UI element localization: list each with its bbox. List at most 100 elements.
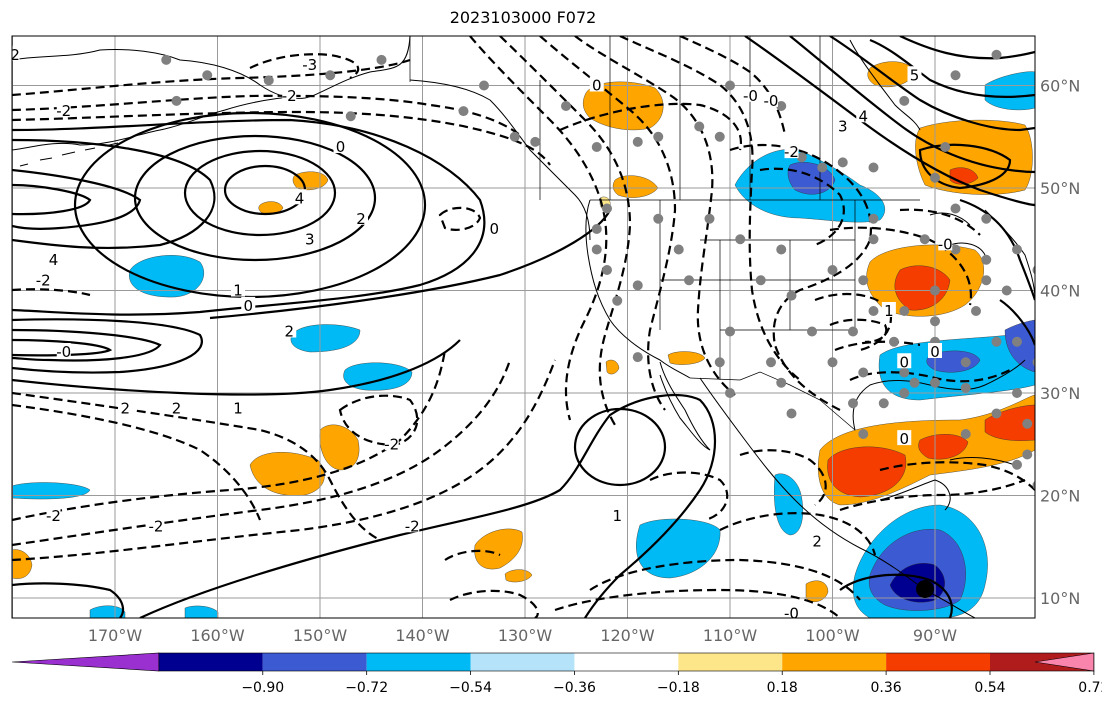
station-dot xyxy=(1012,336,1022,347)
station-dot xyxy=(684,275,694,286)
colorbar-segment xyxy=(262,653,367,671)
anomaly-blob xyxy=(292,171,329,191)
contour-label: 1 xyxy=(884,302,894,320)
contour-label-bg xyxy=(610,507,625,522)
contour-label: 2 xyxy=(812,533,822,551)
station-dot xyxy=(827,265,838,275)
station-dot xyxy=(509,131,520,142)
station-dot xyxy=(848,398,858,409)
contour-label: 3 xyxy=(0,179,7,197)
contour-dashed xyxy=(539,36,677,411)
station-dot xyxy=(202,70,213,81)
plot-frame xyxy=(11,35,1036,619)
coastline-baja xyxy=(659,361,711,451)
contour-label-bg xyxy=(897,430,912,446)
contour-label-bg xyxy=(810,532,825,548)
contour-label: -2 xyxy=(5,46,20,64)
anomaly-blob xyxy=(984,71,1035,111)
station-dot xyxy=(766,357,776,368)
station-dot xyxy=(950,203,961,214)
contour-solid xyxy=(12,118,486,316)
anomaly-blob xyxy=(827,446,907,498)
longitude-label: 120°W xyxy=(600,626,655,645)
coastline-alaska xyxy=(12,36,411,99)
station-dot xyxy=(1043,234,1053,244)
contour-label-bg xyxy=(784,604,799,618)
longitude-label: 140°W xyxy=(395,626,450,645)
station-dot xyxy=(591,142,602,152)
station-dot xyxy=(960,429,971,439)
contour-label-bg xyxy=(487,220,502,235)
station-dot xyxy=(1012,459,1022,470)
contour-label-bg xyxy=(12,45,20,61)
contour-solid xyxy=(12,338,113,357)
latitude-label: 60°N xyxy=(1040,77,1080,96)
contour-label: -2 xyxy=(405,517,420,535)
contour-dashed xyxy=(879,461,1035,491)
map-title: 2023103000 F072 xyxy=(449,8,597,27)
station-dot xyxy=(1063,306,1073,316)
contour-dashed xyxy=(249,53,360,79)
coastline-alaska-south xyxy=(12,95,301,151)
station-dot xyxy=(161,54,172,65)
station-dot xyxy=(1063,265,1073,275)
latitude-label: 10°N xyxy=(1040,589,1080,608)
colorbar-segment xyxy=(366,653,471,671)
contour-label-bg xyxy=(743,86,758,102)
contour-label: 4 xyxy=(49,251,59,269)
station-dot xyxy=(1063,337,1073,347)
colorbar-tick-label: 0.36 xyxy=(871,680,902,696)
station-dot xyxy=(171,95,182,106)
contour-label-bg xyxy=(46,250,61,266)
contour-label: 2 xyxy=(120,399,130,417)
contour-label: 0 xyxy=(243,297,253,315)
station-dot xyxy=(776,101,787,111)
contour-label: 2 xyxy=(356,210,366,228)
station-dot xyxy=(1012,244,1022,255)
anomaly-blob xyxy=(89,605,126,618)
contour-label: 4 xyxy=(858,107,868,125)
contour-dashed xyxy=(589,558,861,601)
station-dot xyxy=(1032,480,1035,490)
station-dot xyxy=(858,275,869,286)
contour-label-bg xyxy=(835,117,850,133)
contour-dashed xyxy=(679,36,787,136)
station-dot xyxy=(950,244,961,255)
contour-dashed xyxy=(338,394,419,447)
contour-label-bg xyxy=(764,91,778,107)
contour-label-bg xyxy=(856,107,871,123)
contour-dashed xyxy=(899,208,981,236)
station-dot xyxy=(848,326,858,337)
station-dot xyxy=(325,70,336,81)
station-dot xyxy=(889,336,899,347)
coastline-gulf xyxy=(852,359,1026,431)
anomaly-blob xyxy=(918,434,969,460)
contour-dashed xyxy=(739,449,827,506)
station-dot xyxy=(561,101,571,111)
colorbar-tick-label: 0.72 xyxy=(1078,680,1102,696)
station-dot xyxy=(1022,418,1033,429)
contour-dashed xyxy=(559,102,743,151)
station-dot xyxy=(930,172,940,183)
contour-label-bg xyxy=(384,435,399,451)
contour-label: 0 xyxy=(336,138,346,156)
station-dot xyxy=(612,295,623,306)
station-dot xyxy=(704,213,715,224)
station-dot xyxy=(858,429,869,439)
contour-solid xyxy=(209,209,611,320)
station-dot xyxy=(1001,285,1012,296)
colorbar-segment xyxy=(782,653,887,671)
station-dot xyxy=(919,234,930,245)
contour-label-bg xyxy=(282,86,297,102)
station-dot xyxy=(786,408,797,419)
contour-label: 2 xyxy=(284,323,294,341)
station-dot xyxy=(735,234,746,245)
station-dot xyxy=(899,306,910,316)
longitude-labels: 170°W 160°W 150°W 140°W 130°W 120°W 110°W 100°W… xyxy=(88,626,957,645)
station-dot xyxy=(930,285,940,296)
contour-solid xyxy=(744,36,1035,207)
station-dot xyxy=(591,224,602,234)
station-dot xyxy=(725,80,735,91)
anomaly-blob xyxy=(474,528,523,570)
contour-label: -0 xyxy=(764,92,779,110)
